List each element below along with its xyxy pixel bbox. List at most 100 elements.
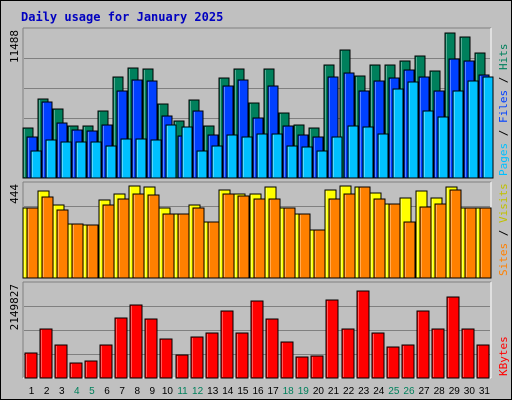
bar-sites-day-2 [41, 196, 54, 279]
tick-label-day-3: 3 [59, 386, 65, 397]
bar-kbytes-day-17 [265, 318, 279, 379]
chart-title: Daily usage for January 2025 [21, 10, 223, 24]
bar-kbytes-day-14 [220, 310, 234, 379]
tick-label-day-18: 18 [283, 386, 295, 397]
tick-label-day-26: 26 [403, 386, 415, 397]
tick-label-day-6: 6 [104, 386, 110, 397]
tick-label-day-1: 1 [29, 386, 35, 397]
bar-kbytes-day-21 [325, 299, 339, 379]
bar-kbytes-day-16 [250, 300, 264, 379]
bar-kbytes-day-5 [84, 360, 98, 379]
bar-kbytes-day-24 [371, 332, 385, 379]
tick-label-day-15: 15 [237, 386, 249, 397]
bar-kbytes-day-13 [205, 332, 219, 379]
bar-pages-day-29 [452, 90, 464, 179]
bar-kbytes-day-19 [295, 356, 309, 379]
bar-sites-day-3 [56, 209, 69, 279]
bar-sites-day-27 [419, 206, 432, 279]
bar-pages-day-15 [241, 136, 253, 179]
bar-kbytes-day-7 [114, 317, 128, 379]
series-sites [26, 186, 492, 279]
bar-sites-day-22 [343, 193, 356, 279]
tick-label-day-17: 17 [268, 386, 280, 397]
bar-pages-day-12 [196, 150, 208, 179]
bar-pages-day-18 [286, 145, 298, 179]
bar-sites-day-1 [26, 207, 39, 279]
bar-pages-day-2 [45, 139, 57, 179]
tick-label-day-11: 11 [177, 386, 188, 397]
series-legend: KBytes [497, 336, 510, 376]
tick-label-day-22: 22 [343, 386, 355, 397]
bar-pages-day-6 [105, 145, 117, 179]
bar-pages-day-25 [392, 88, 404, 179]
bar-kbytes-day-22 [341, 328, 355, 379]
bar-pages-day-5 [90, 141, 102, 179]
bar-kbytes-day-23 [356, 290, 370, 379]
bar-sites-day-8 [132, 193, 145, 279]
bar-sites-day-26 [403, 221, 416, 279]
bar-sites-day-28 [434, 203, 447, 279]
bar-sites-day-13 [207, 221, 220, 279]
bar-pages-day-7 [120, 138, 132, 179]
bar-pages-day-1 [30, 150, 42, 179]
tick-label-day-23: 23 [358, 386, 370, 397]
panel-hits-files-pages: 11488 Pages / Files / Hits [8, 27, 510, 179]
tick-label-day-21: 21 [328, 386, 340, 397]
tick-label-day-27: 27 [419, 386, 431, 397]
legend-slash-text: / [497, 70, 510, 90]
bar-sites-day-21 [328, 198, 341, 279]
bar-kbytes-day-15 [235, 332, 249, 379]
tick-label-day-13: 13 [207, 386, 219, 397]
bar-kbytes-day-10 [159, 338, 173, 379]
bar-pages-day-26 [407, 81, 419, 179]
tick-label-day-8: 8 [134, 386, 140, 397]
bar-pages-day-28 [437, 116, 449, 179]
bar-pages-day-16 [256, 133, 268, 179]
bar-kbytes-day-20 [310, 355, 324, 379]
bar-pages-day-3 [60, 141, 72, 179]
bar-pages-day-14 [226, 134, 238, 179]
bar-kbytes-day-3 [54, 344, 68, 379]
bar-kbytes-day-27 [416, 310, 430, 379]
bar-pages-day-4 [75, 141, 87, 179]
bar-kbytes-day-18 [280, 341, 294, 379]
bar-sites-day-25 [388, 203, 401, 279]
bar-pages-day-31 [482, 76, 494, 179]
legend-hits-text: Hits [497, 44, 510, 71]
bar-sites-day-4 [71, 223, 84, 279]
bar-sites-day-30 [464, 207, 477, 279]
bar-kbytes-day-8 [129, 304, 143, 379]
legend-slash-text: / [497, 223, 510, 243]
series-pages [30, 76, 494, 179]
tick-label-day-19: 19 [298, 386, 310, 397]
bar-kbytes-day-31 [476, 344, 490, 379]
bar-kbytes-day-12 [190, 336, 204, 379]
legend-kbytes-text: KBytes [497, 336, 510, 376]
bar-pages-day-13 [211, 145, 223, 179]
legend-pages-text: Pages [497, 143, 510, 176]
legend-sites-text: Sites [497, 243, 510, 276]
bar-kbytes-day-26 [401, 344, 415, 379]
bar-sites-day-17 [268, 198, 281, 279]
bar-sites-day-23 [358, 186, 371, 279]
bar-pages-day-19 [301, 146, 313, 179]
tick-label-day-7: 7 [119, 386, 125, 397]
x-tick-labels: 1 2 3 4 5 6 7 8 9 10 11 12 13 14 15 16 17 18 19 20 21 22 23 24 2… [29, 386, 491, 397]
bar-sites-day-5 [86, 224, 99, 279]
bar-pages-day-24 [377, 133, 389, 179]
bar-pages-day-10 [165, 124, 177, 179]
bar-sites-day-11 [177, 213, 190, 279]
legend-visits-text: Visits [497, 183, 510, 223]
bar-kbytes-day-2 [39, 328, 53, 379]
bar-pages-day-9 [150, 139, 162, 179]
tick-label-day-20: 20 [313, 386, 325, 397]
bar-kbytes-day-11 [175, 354, 189, 379]
tick-label-day-9: 9 [150, 386, 156, 397]
bar-sites-day-19 [298, 213, 311, 279]
tick-label-day-10: 10 [162, 386, 174, 397]
tick-label-day-29: 29 [449, 386, 461, 397]
tick-label-day-12: 12 [192, 386, 204, 397]
series-legend: Pages / Files / Hits [497, 44, 510, 177]
